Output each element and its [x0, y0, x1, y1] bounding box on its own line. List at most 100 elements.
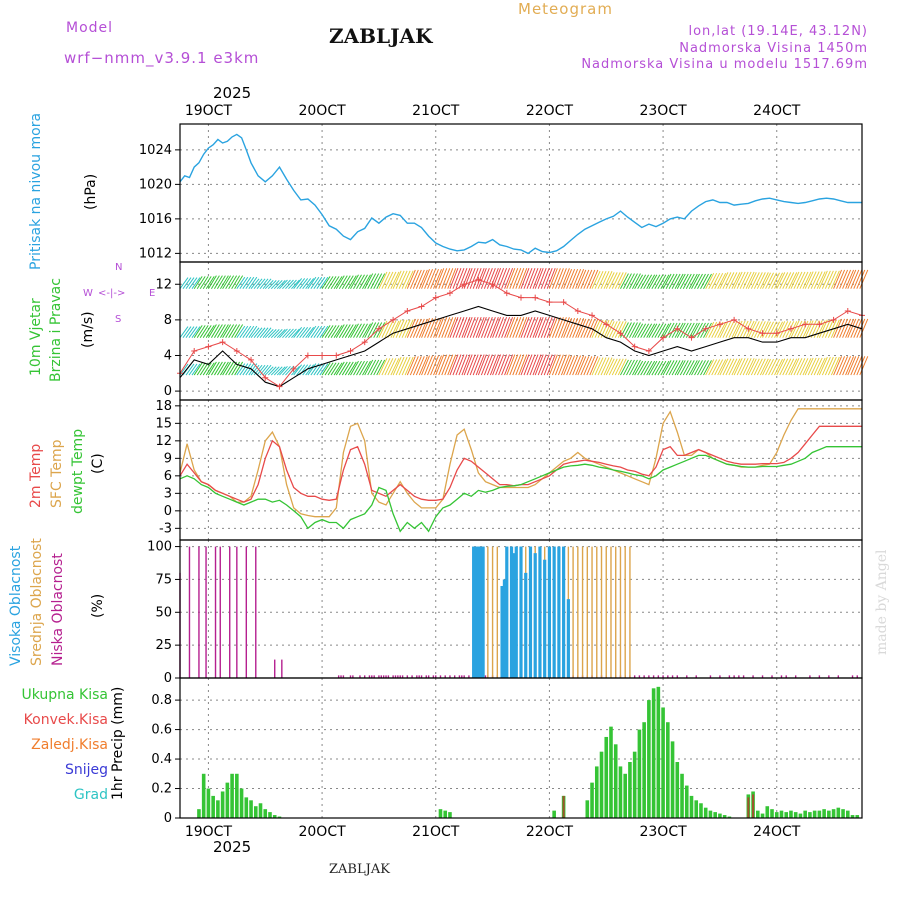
wind-barb: [390, 358, 400, 376]
wind-barb: [267, 329, 277, 339]
y-tick-label: 6: [164, 469, 172, 484]
wind-barb: [796, 320, 806, 338]
wind-barb: [395, 356, 405, 376]
wind-barb: [205, 362, 215, 376]
wind-barb: [546, 268, 556, 289]
wind-barb: [753, 272, 763, 289]
wind-gust-marker: [745, 325, 752, 332]
wind-barb: [520, 354, 530, 376]
wind-barb: [597, 357, 607, 376]
wind-barb: [367, 359, 377, 376]
high-cloud-bar: [479, 546, 483, 678]
wind-barb: [776, 321, 786, 338]
wind-barb: [759, 272, 769, 289]
wind-barb: [350, 274, 359, 289]
wind-barb: [591, 270, 601, 289]
wind-barb: [293, 364, 303, 376]
wind-barb: [367, 273, 377, 289]
wind-barb: [356, 274, 365, 289]
wind-barb: [842, 356, 852, 376]
precip-total-bar: [590, 782, 594, 818]
high-cloud-bar: [519, 546, 523, 678]
wind-barb: [512, 354, 522, 376]
wind-barb: [569, 355, 579, 376]
wind-barb: [782, 358, 792, 376]
wind-barb: [344, 324, 354, 338]
wind-barb: [435, 317, 445, 338]
wind-barb: [833, 356, 843, 376]
wind-barb: [347, 275, 357, 289]
wind-barb: [782, 272, 792, 289]
wind-barb: [674, 360, 684, 376]
wind-barb: [807, 320, 817, 338]
wind-gust-marker: [219, 339, 226, 346]
y-tick-label: 0.4: [151, 752, 172, 767]
precip-total-bar: [798, 813, 803, 818]
precip-total-bar: [268, 812, 272, 818]
wind-barb: [489, 354, 499, 376]
precip-total-bar: [637, 729, 642, 818]
wind-barb: [219, 275, 229, 289]
wind-barb: [353, 274, 362, 289]
wind-barb: [753, 321, 763, 338]
wind-barb: [728, 272, 738, 289]
wind-barb: [234, 361, 244, 376]
precip-total-bar: [230, 773, 234, 818]
wind-barb: [338, 361, 348, 376]
wind-barb: [483, 268, 493, 289]
wind-barb: [697, 322, 706, 338]
wind-barb: [327, 362, 337, 376]
wind-barb: [569, 268, 579, 289]
wind-barb: [603, 357, 613, 376]
wind-barb: [395, 270, 405, 289]
wind-barb: [705, 359, 715, 376]
wind-barb: [688, 273, 698, 289]
wind-barb: [654, 274, 664, 289]
wind-barb: [504, 354, 514, 376]
day-label-top: 20OCT: [298, 103, 346, 119]
precip-total-bar: [661, 707, 665, 818]
y-tick-label: 100: [147, 540, 172, 555]
wind-barb: [472, 354, 482, 376]
wind-barb: [381, 271, 391, 289]
wind-barb: [703, 360, 712, 376]
precip-total-bar: [263, 809, 268, 818]
wind-barb: [821, 270, 831, 289]
precip-total-bar: [675, 762, 680, 818]
wind-barb: [480, 268, 490, 289]
wind-barb: [182, 326, 192, 338]
wind-barb: [856, 269, 866, 289]
wind-barb: [398, 319, 408, 338]
wind-barb: [305, 364, 315, 376]
wind-barb: [818, 270, 828, 289]
wind-barb: [475, 317, 485, 338]
wind-barb: [700, 322, 709, 338]
precip-total-bar: [272, 815, 277, 818]
wind-barb: [662, 322, 672, 338]
wind-barb: [477, 268, 487, 289]
wind-barb: [188, 326, 198, 338]
wind-barb: [520, 317, 530, 338]
wind-barb: [341, 324, 351, 338]
wind-barb: [282, 279, 291, 290]
high-cloud-bar: [538, 546, 542, 678]
wind-barb: [222, 275, 232, 289]
wind-barb: [228, 324, 238, 338]
precip-total-bar: [699, 803, 703, 818]
wind-barb: [273, 366, 283, 376]
wind-barb: [387, 358, 397, 376]
precip-total-bar: [722, 815, 727, 818]
wind-barb: [575, 317, 585, 338]
wind-barb: [546, 354, 556, 376]
wind-barb: [250, 327, 260, 338]
wind-barb: [532, 268, 542, 289]
wind-gust-marker: [475, 276, 482, 283]
wind-barb: [654, 323, 664, 338]
wind-barb: [430, 355, 440, 376]
precip-total-bar: [599, 751, 604, 818]
wind-barb: [321, 362, 331, 376]
wind-barb: [196, 325, 206, 338]
wind-barb: [632, 359, 641, 376]
wind-gust-marker: [773, 330, 780, 337]
precip-total-bar: [713, 812, 717, 818]
